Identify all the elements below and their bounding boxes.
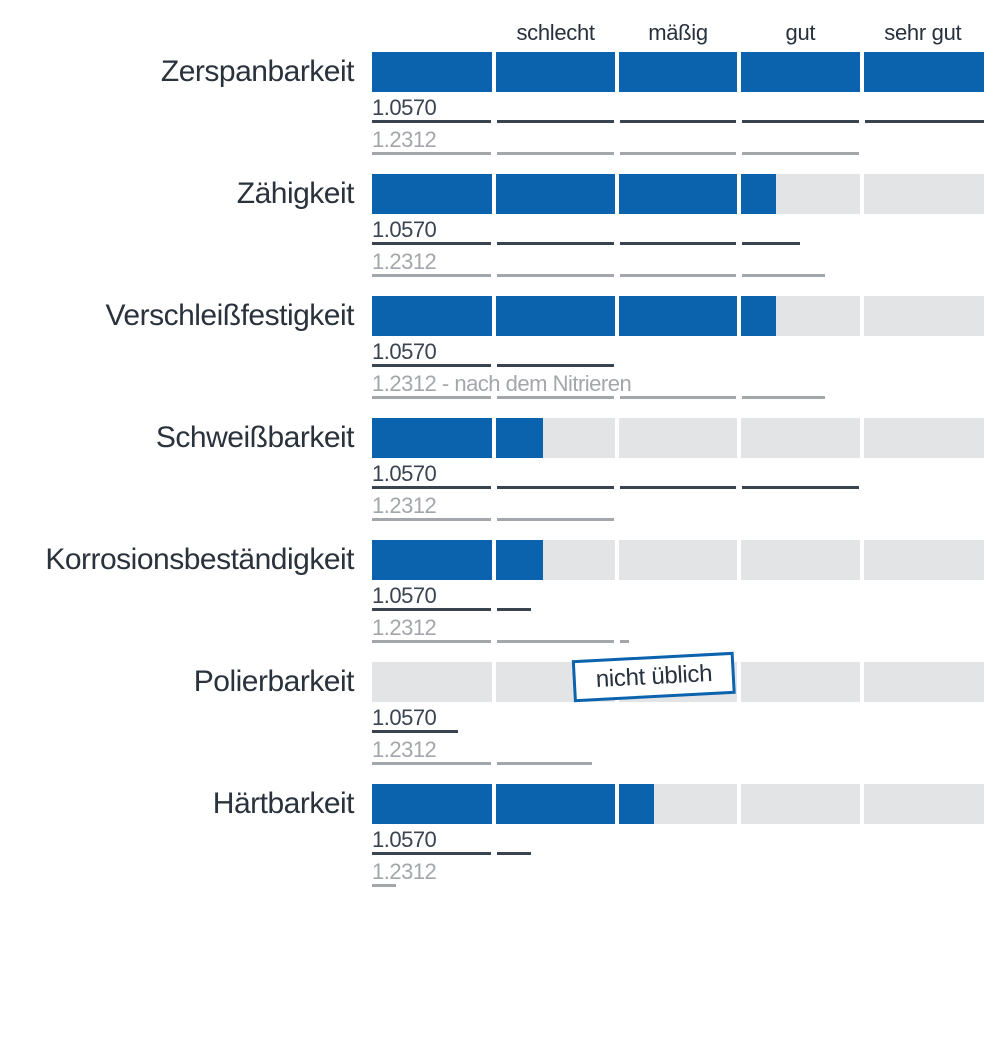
compare-label: 1.0570: [372, 218, 436, 242]
main-bar: [372, 52, 1000, 92]
compare-bar: 1.0570: [372, 584, 1000, 612]
compare-label: 1.0570: [372, 96, 436, 120]
compare-bar: 1.0570: [372, 462, 1000, 490]
compare-label: 1.0570: [372, 828, 436, 852]
main-bar: nicht üblich: [372, 662, 1000, 702]
property-group: Schweißbarkeit 1.0570 1.2312: [0, 418, 1000, 522]
compare-bar: 1.2312: [372, 738, 1000, 766]
compare-bar: 1.2312: [372, 494, 1000, 522]
compare-label: 1.0570: [372, 340, 436, 364]
compare-bar: 1.0570: [372, 218, 1000, 246]
main-bar: [372, 540, 1000, 580]
compare-bar: 1.2312 - nach dem Nitrieren: [372, 372, 1000, 400]
main-bar: [372, 784, 1000, 824]
compare-bar: 1.0570: [372, 706, 1000, 734]
compare-label: 1.2312: [372, 860, 436, 884]
property-label: Korrosionsbeständigkeit: [0, 540, 354, 580]
compare-label: 1.0570: [372, 584, 436, 608]
property-label: Polierbarkeit: [0, 662, 354, 702]
compare-label: 1.2312: [372, 494, 436, 518]
scale-label: mäßig: [648, 20, 708, 46]
not-applicable-badge: nicht üblich: [571, 652, 735, 702]
compare-label: 1.0570: [372, 706, 436, 730]
compare-bar: 1.2312: [372, 128, 1000, 156]
property-label: Zerspanbarkeit: [0, 52, 354, 92]
comparison-chart: schlecht mäßig gut sehr gut Zerspanbarkeit 1…: [0, 0, 1000, 888]
compare-bar: 1.2312: [372, 250, 1000, 278]
property-group: Polierbarkeit nicht üblich 1.0570 1.2312: [0, 662, 1000, 766]
property-group: Zerspanbarkeit 1.0570 1.2312: [0, 52, 1000, 156]
main-bar: [372, 174, 1000, 214]
property-label: Verschleißfestigkeit: [0, 296, 354, 336]
property-label: Schweißbarkeit: [0, 418, 354, 458]
compare-bar: 1.0570: [372, 340, 1000, 368]
compare-bar: 1.0570: [372, 96, 1000, 124]
compare-label: 1.2312 - nach dem Nitrieren: [372, 372, 631, 396]
main-bar: [372, 418, 1000, 458]
compare-bar: 1.2312: [372, 616, 1000, 644]
property-group: Korrosionsbeständigkeit 1.0570 1.2312: [0, 540, 1000, 644]
compare-bar: 1.0570: [372, 828, 1000, 856]
compare-label: 1.2312: [372, 616, 436, 640]
scale-label: sehr gut: [884, 20, 961, 46]
property-label: Zähigkeit: [0, 174, 354, 214]
scale-label: gut: [786, 20, 816, 46]
scale-label: schlecht: [516, 20, 594, 46]
property-group: Härtbarkeit 1.0570 1.2312: [0, 784, 1000, 888]
compare-label: 1.2312: [372, 738, 436, 762]
compare-label: 1.2312: [372, 250, 436, 274]
compare-bar: 1.2312: [372, 860, 1000, 888]
compare-label: 1.0570: [372, 462, 436, 486]
compare-label: 1.2312: [372, 128, 436, 152]
scale-header: schlecht mäßig gut sehr gut: [0, 20, 1000, 50]
main-bar: [372, 296, 1000, 336]
property-label: Härtbarkeit: [0, 784, 354, 824]
property-group: Verschleißfestigkeit 1.0570 1.2312 - nach …: [0, 296, 1000, 400]
property-group: Zähigkeit 1.0570 1.2312: [0, 174, 1000, 278]
